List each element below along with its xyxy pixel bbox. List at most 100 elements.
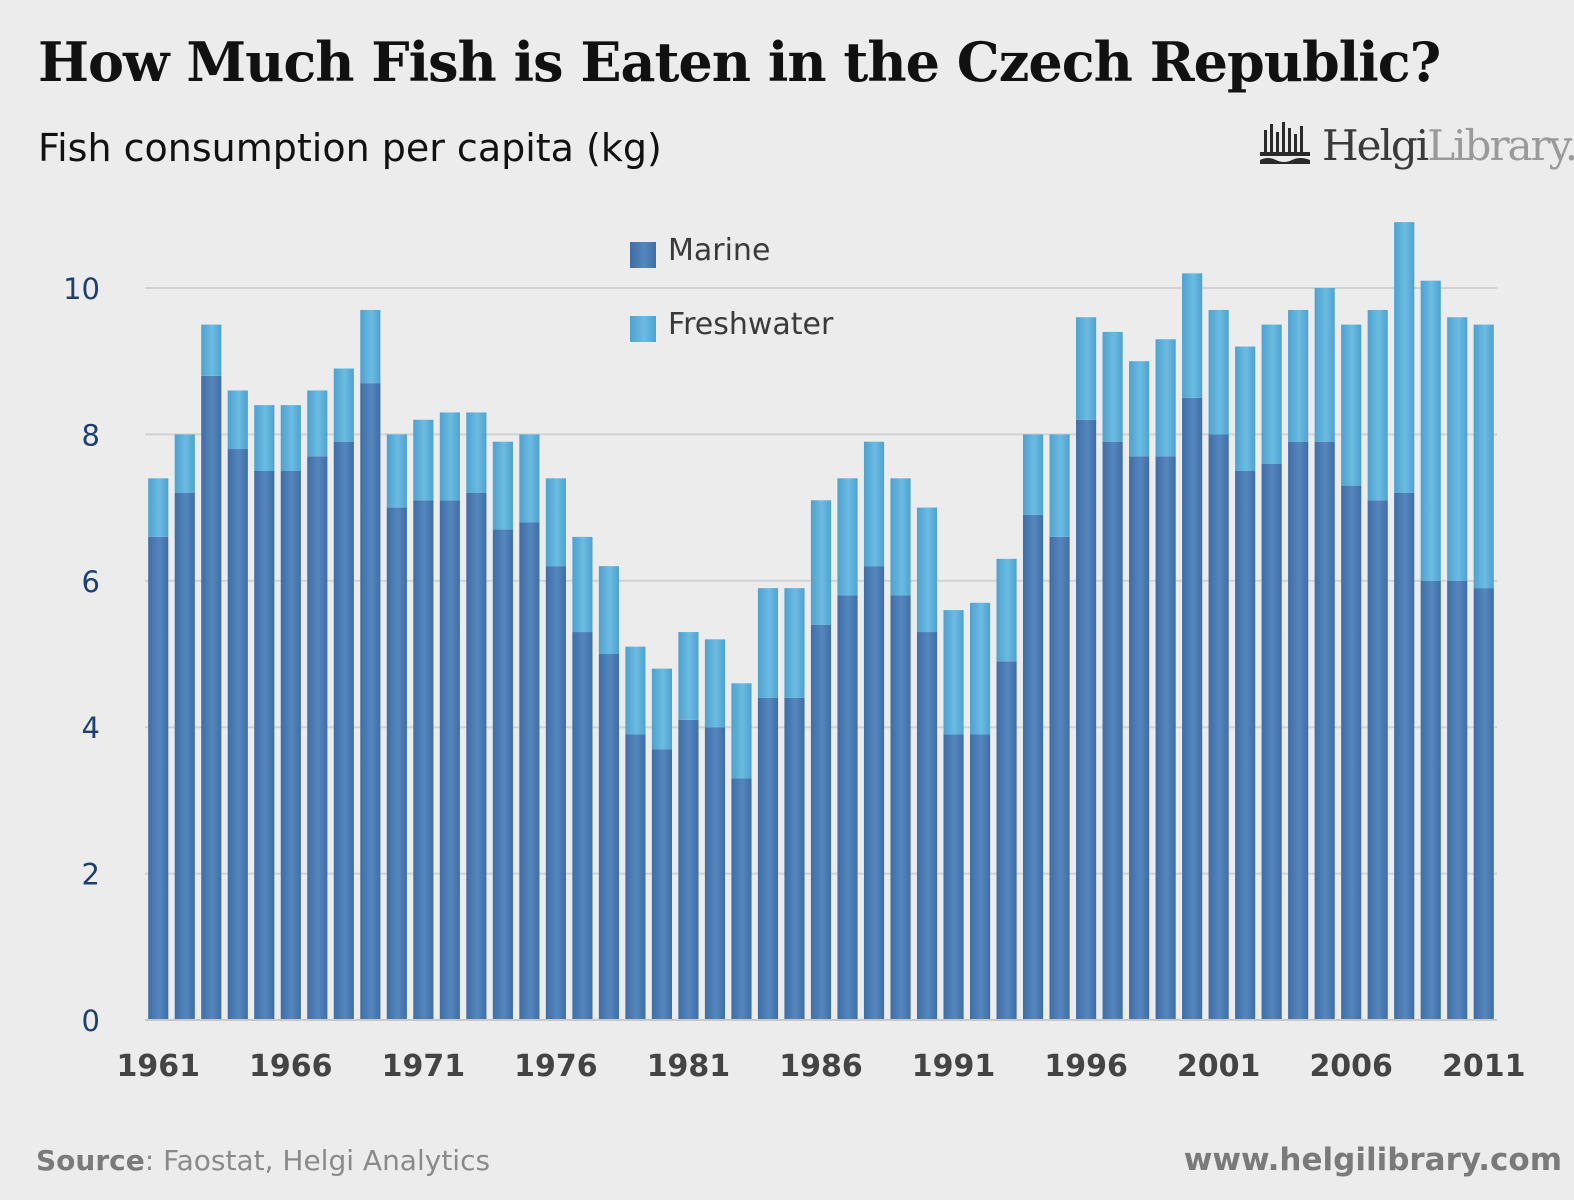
- bar-marine-1987: [837, 595, 858, 1020]
- x-tick-label: 2011: [1442, 1049, 1526, 1084]
- bar-freshwater-1971: [413, 419, 434, 501]
- bar-freshwater-1993: [996, 558, 1017, 662]
- bar-freshwater-2011: [1473, 324, 1494, 589]
- bar-marine-1992: [969, 734, 991, 1020]
- x-tick-label: 1991: [912, 1049, 996, 1084]
- bar-freshwater-2009: [1420, 280, 1441, 581]
- bar-freshwater-1984: [757, 588, 779, 698]
- bar-marine-1985: [784, 697, 805, 1020]
- bar-freshwater-2004: [1288, 309, 1309, 442]
- bar-marine-1988: [863, 566, 885, 1020]
- x-tick-label: 2001: [1177, 1049, 1261, 1084]
- bar-marine-1982: [704, 727, 726, 1020]
- y-tick-label: 4: [82, 711, 100, 745]
- bar-marine-1995: [1049, 536, 1070, 1020]
- source-text: : Faostat, Helgi Analytics: [144, 1144, 491, 1177]
- bar-marine-2007: [1367, 500, 1388, 1020]
- x-tick-label: 1986: [779, 1049, 863, 1084]
- bar-marine-1974: [492, 529, 513, 1020]
- bar-marine-1993: [996, 661, 1017, 1020]
- bar-marine-1971: [413, 500, 434, 1020]
- bar-freshwater-1973: [466, 412, 487, 493]
- bar-marine-2005: [1314, 441, 1335, 1021]
- bar-marine-1970: [386, 507, 407, 1021]
- bar-marine-2004: [1288, 441, 1309, 1021]
- bar-freshwater-1990: [916, 507, 938, 633]
- bar-freshwater-1962: [174, 434, 195, 493]
- bar-marine-1986: [810, 624, 832, 1020]
- bar-freshwater-2007: [1367, 309, 1388, 501]
- bar-marine-1978: [598, 654, 619, 1020]
- y-tick-label: 2: [82, 858, 100, 892]
- bar-freshwater-1965: [254, 405, 275, 471]
- bar-marine-1979: [625, 734, 646, 1020]
- bar-freshwater-1994: [1023, 434, 1044, 515]
- bar-marine-1990: [916, 632, 938, 1020]
- bar-freshwater-1975: [519, 434, 540, 523]
- bar-marine-2008: [1394, 492, 1415, 1021]
- bar-freshwater-1983: [731, 683, 752, 779]
- bar-freshwater-1988: [863, 441, 885, 567]
- bar-freshwater-1966: [280, 405, 301, 471]
- bar-freshwater-2010: [1447, 317, 1468, 581]
- bar-freshwater-1968: [333, 368, 354, 442]
- website-link[interactable]: www.helgilibrary.com: [1183, 1142, 1562, 1178]
- legend-swatch-freshwater: [630, 316, 656, 342]
- bar-freshwater-1980: [651, 668, 673, 750]
- bar-marine-1996: [1076, 419, 1097, 1020]
- helgi-library-logo[interactable]: Helgi Library.: [1258, 118, 1574, 172]
- y-tick-label: 0: [82, 1004, 100, 1038]
- bar-freshwater-2003: [1261, 324, 1282, 464]
- bar-marine-1966: [280, 471, 301, 1020]
- bar-freshwater-1981: [678, 632, 699, 720]
- bar-marine-1963: [201, 375, 222, 1021]
- bar-freshwater-1996: [1076, 317, 1097, 420]
- bar-freshwater-1985: [784, 588, 805, 698]
- chart-subtitle: Fish consumption per capita (kg): [38, 126, 662, 170]
- legend-swatch-marine: [630, 242, 656, 268]
- bar-marine-1964: [227, 449, 248, 1020]
- bar-freshwater-1989: [890, 478, 911, 596]
- bar-marine-2001: [1208, 434, 1229, 1020]
- bar-marine-2006: [1341, 485, 1362, 1020]
- bar-freshwater-1991: [943, 610, 964, 735]
- library-building-icon: [1258, 118, 1314, 172]
- bar-marine-1962: [174, 492, 195, 1021]
- legend-label-marine: Marine: [668, 233, 770, 268]
- bar-freshwater-1961: [148, 478, 169, 537]
- bar-marine-1969: [360, 383, 381, 1020]
- source-note: Source: Faostat, Helgi Analytics: [36, 1144, 490, 1177]
- bar-marine-1967: [307, 456, 328, 1020]
- bar-marine-1997: [1102, 441, 1123, 1021]
- bar-marine-2011: [1473, 588, 1494, 1020]
- x-tick-label: 1971: [382, 1049, 466, 1084]
- bar-marine-2010: [1447, 580, 1468, 1020]
- y-tick-label: 10: [63, 272, 100, 306]
- bar-freshwater-1995: [1049, 434, 1070, 537]
- bar-marine-1980: [651, 749, 673, 1020]
- bar-marine-2000: [1182, 397, 1203, 1020]
- bar-marine-1977: [572, 632, 593, 1020]
- bar-marine-1973: [466, 492, 487, 1021]
- x-tick-label: 1976: [514, 1049, 598, 1084]
- bar-freshwater-2002: [1235, 346, 1256, 471]
- x-tick-label: 1961: [117, 1049, 201, 1084]
- page-title: How Much Fish is Eaten in the Czech Repu…: [38, 30, 1441, 94]
- bar-freshwater-2008: [1394, 222, 1415, 493]
- bar-freshwater-1979: [625, 646, 646, 735]
- bar-marine-1989: [890, 595, 911, 1020]
- x-tick-label: 2006: [1309, 1049, 1393, 1084]
- bar-freshwater-1967: [307, 390, 328, 457]
- bar-freshwater-1977: [572, 536, 593, 633]
- bar-marine-1961: [148, 536, 169, 1020]
- bar-freshwater-1999: [1155, 339, 1176, 457]
- bar-freshwater-1976: [545, 478, 566, 567]
- bar-freshwater-2001: [1208, 309, 1229, 435]
- bar-marine-1965: [254, 471, 275, 1020]
- bar-freshwater-1992: [969, 602, 991, 735]
- bar-freshwater-1997: [1102, 331, 1123, 442]
- bar-marine-1999: [1155, 456, 1176, 1020]
- logo-name-light: Library.: [1427, 120, 1574, 170]
- bar-marine-1975: [519, 522, 540, 1020]
- source-label: Source: [36, 1144, 145, 1177]
